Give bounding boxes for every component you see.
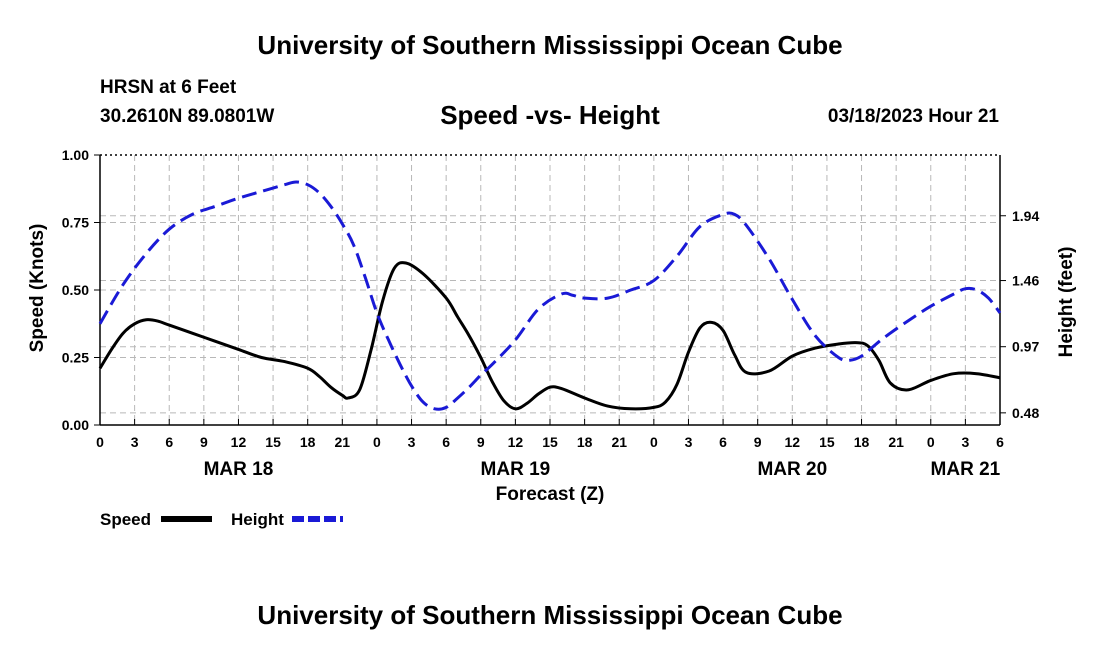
x-tick-label: 15 (265, 434, 281, 450)
x-tick-label: 15 (819, 434, 835, 450)
x-axis-title: Forecast (Z) (496, 484, 605, 505)
legend-label-height: Height (231, 510, 284, 529)
speed-series-line (98, 261, 1001, 411)
day-label: MAR 18 (204, 459, 274, 480)
x-tick-label: 18 (577, 434, 593, 450)
x-tick-label: 0 (927, 434, 935, 450)
right-y-tick-label: 1.46 (1012, 273, 1039, 289)
x-tick-label: 18 (300, 434, 316, 450)
x-tick-label: 18 (854, 434, 870, 450)
day-label: MAR 21 (931, 459, 1001, 480)
x-tick-label: 0 (650, 434, 658, 450)
x-tick-label: 12 (508, 434, 524, 450)
x-tick-label: 6 (996, 434, 1004, 450)
chart-main-title: University of Southern Mississippi Ocean… (257, 30, 843, 60)
x-tick-label: 0 (373, 434, 381, 450)
x-tick-label: 6 (442, 434, 450, 450)
forecast-datestamp: 03/18/2023 Hour 21 (827, 106, 999, 127)
x-tick-label: 21 (888, 434, 904, 450)
right-y-tick-label: 0.97 (1012, 339, 1039, 355)
right-y-axis-title: Height (feet) (1056, 247, 1077, 358)
x-tick-label: 3 (408, 434, 416, 450)
left-y-tick-label: 0.50 (62, 282, 89, 298)
left-y-tick-label: 0.25 (62, 350, 89, 366)
x-tick-label: 12 (231, 434, 247, 450)
x-tick-label: 9 (200, 434, 208, 450)
x-tick-label: 9 (477, 434, 485, 450)
station-coordinates: 30.2610N 89.0801W (100, 106, 275, 127)
day-label: MAR 20 (757, 459, 827, 480)
x-tick-label: 0 (96, 434, 104, 450)
x-tick-label: 15 (542, 434, 558, 450)
x-tick-label: 9 (754, 434, 762, 450)
x-tick-label: 21 (335, 434, 351, 450)
legend-label-speed: Speed (100, 510, 151, 529)
left-y-axis-title: Speed (Knots) (27, 224, 48, 353)
footer-title: University of Southern Mississippi Ocean… (257, 600, 843, 630)
x-tick-label: 3 (685, 434, 693, 450)
chart-subtitle: Speed -vs- Height (440, 100, 660, 130)
left-y-tick-label: 0.00 (62, 417, 89, 433)
day-label: MAR 19 (481, 459, 551, 480)
station-label: HRSN at 6 Feet (100, 77, 237, 98)
right-y-tick-label: 0.48 (1012, 405, 1039, 421)
x-tick-label: 6 (165, 434, 173, 450)
x-tick-label: 3 (131, 434, 139, 450)
x-tick-label: 6 (719, 434, 727, 450)
x-tick-label: 21 (611, 434, 627, 450)
right-y-tick-label: 1.94 (1012, 208, 1039, 224)
x-tick-label: 12 (785, 434, 801, 450)
height-series-line (98, 180, 1002, 411)
left-y-tick-label: 0.75 (62, 215, 89, 231)
left-y-tick-label: 1.00 (62, 147, 89, 163)
x-tick-label: 3 (961, 434, 969, 450)
